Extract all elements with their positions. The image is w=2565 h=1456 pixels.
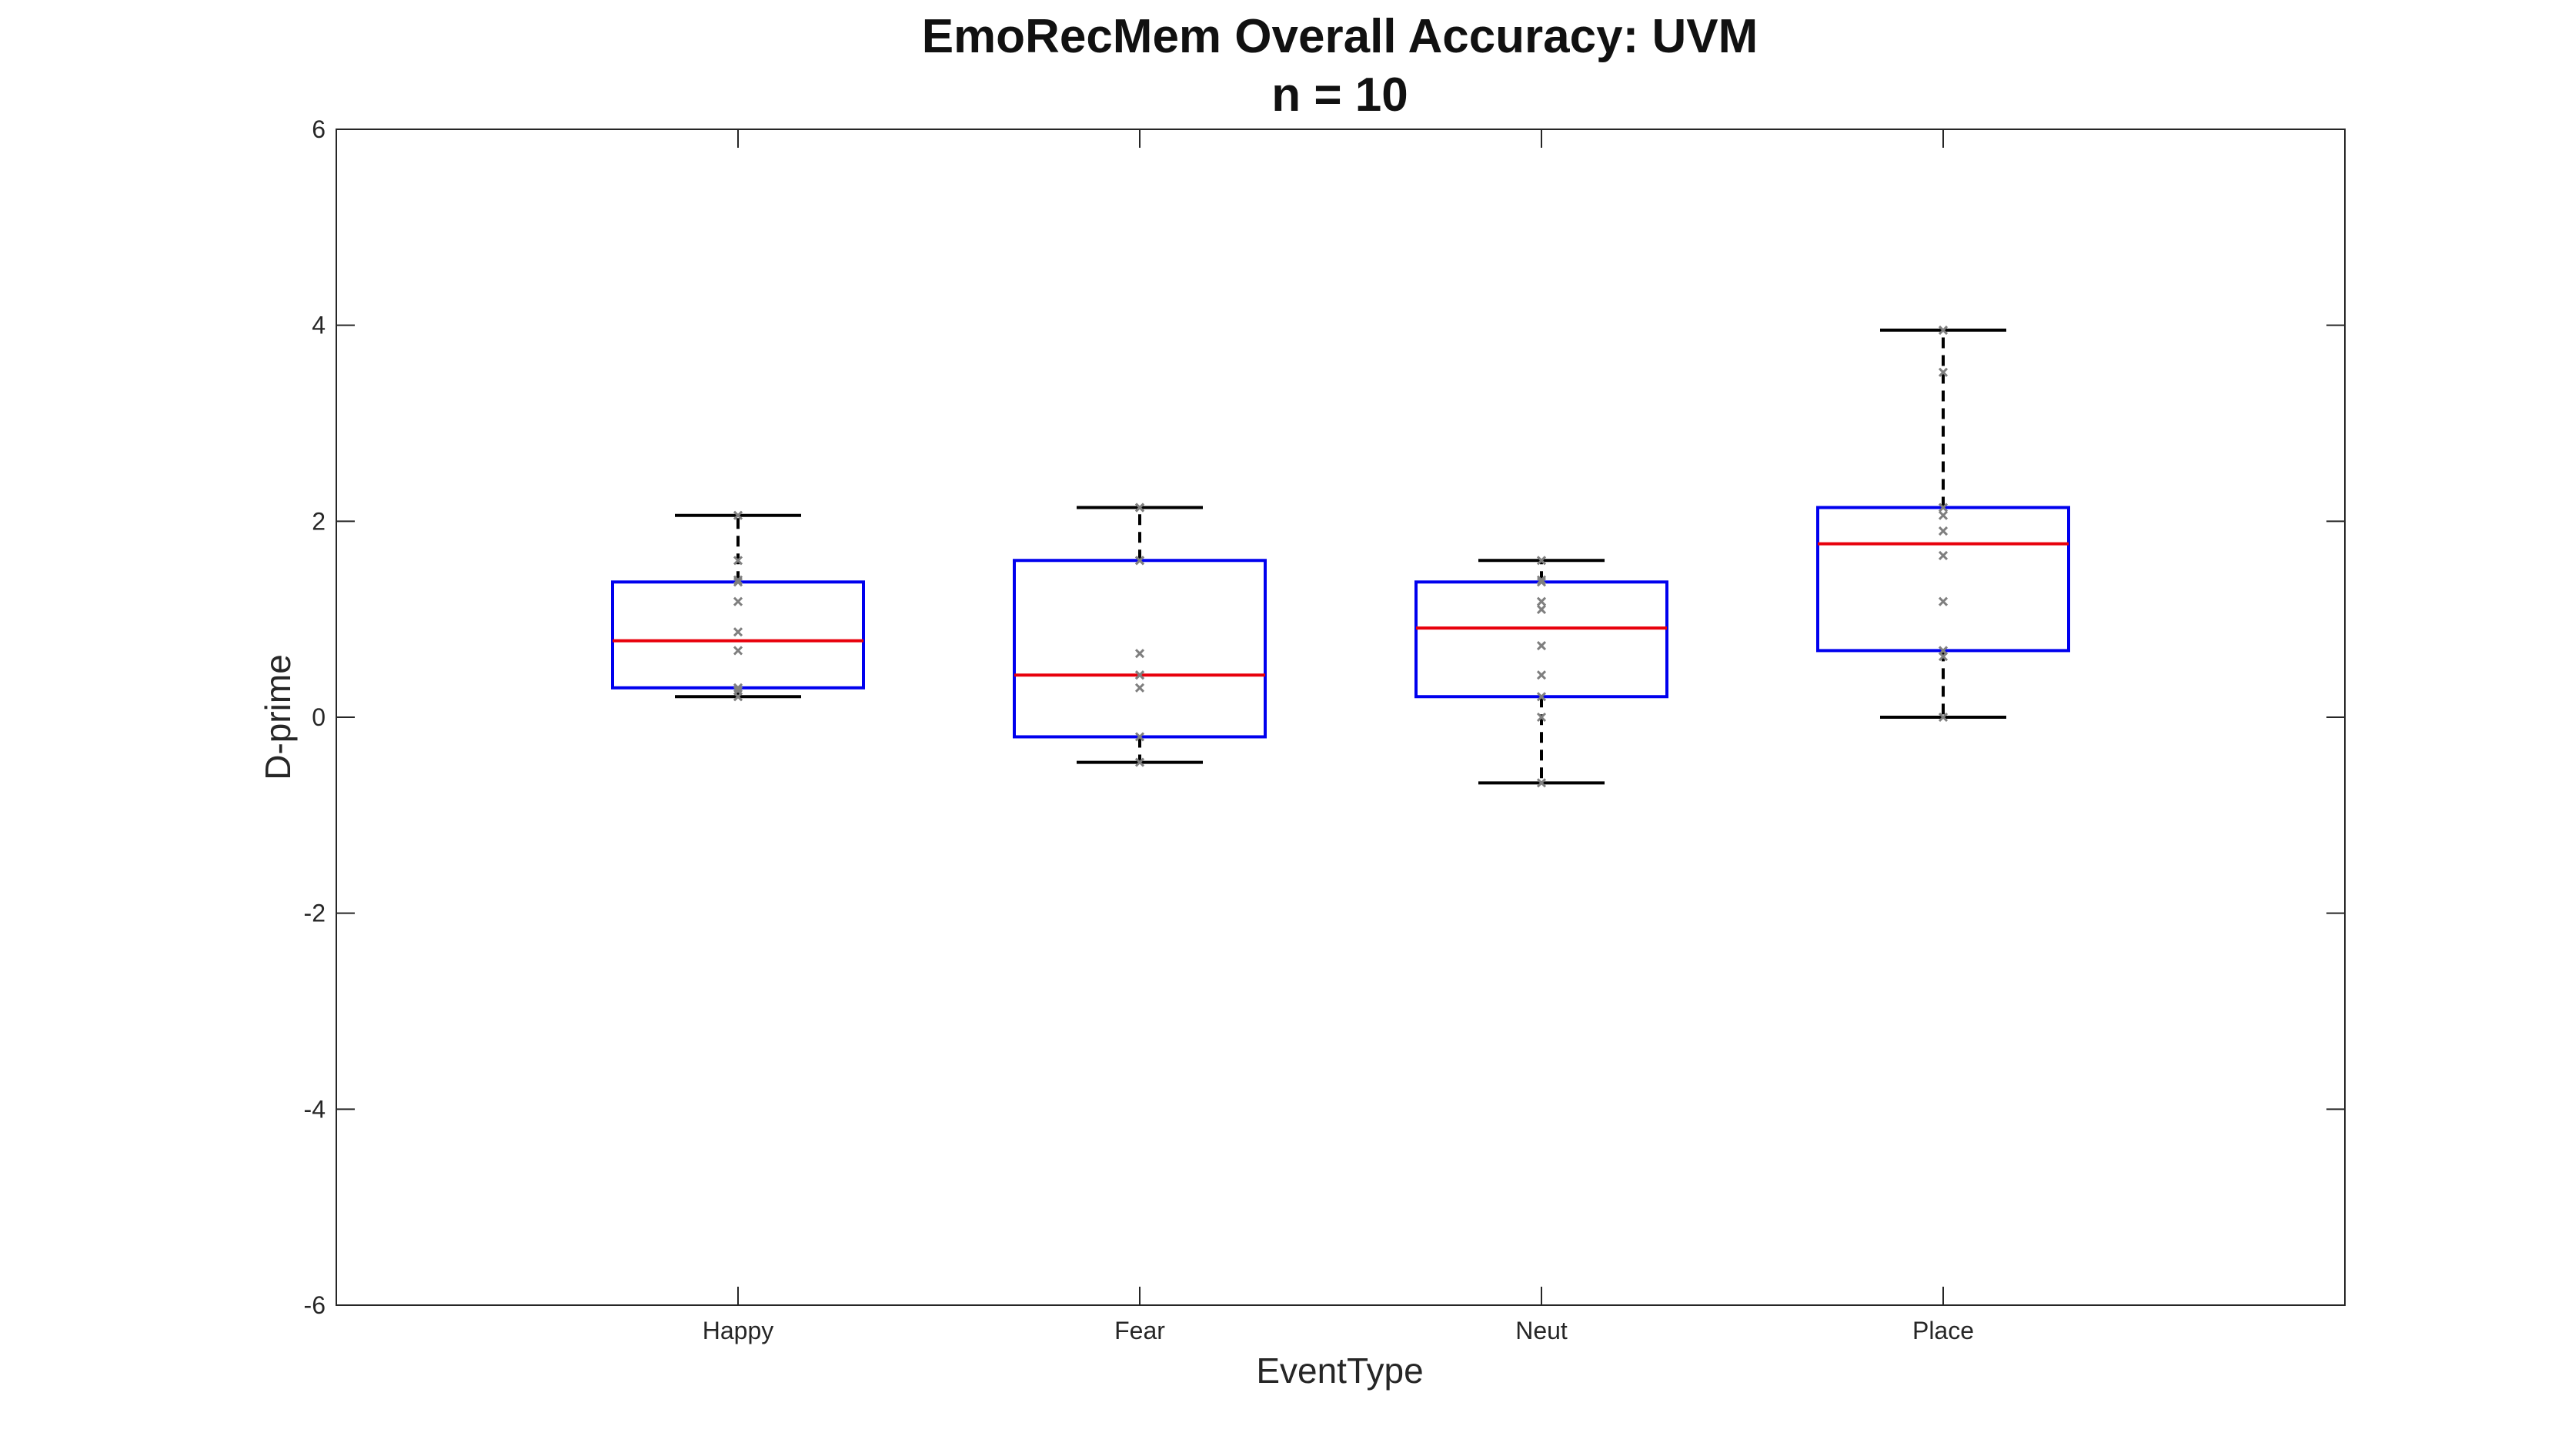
box-neut [1414,556,1668,788]
data-point [733,577,743,587]
y-tick-label: -4 [304,1095,326,1123]
data-point [1134,757,1145,767]
data-point [1134,649,1145,659]
data-point [1938,510,1949,520]
data-point [1938,526,1949,536]
x-tick-label: Fear [1114,1317,1165,1344]
data-point-stroke [1536,640,1547,651]
data-point [1938,596,1949,606]
y-axis: -6 -4 -2 0 2 4 6 [304,115,2345,1319]
data-point [733,683,743,693]
y-tick-label: 2 [312,507,326,535]
data-point [733,627,743,637]
data-point-stroke [1536,692,1547,702]
data-point [733,596,743,606]
data-point-stroke [1134,732,1145,742]
data-point-stroke [1938,646,1949,656]
data-point [1938,503,1949,513]
data-point-stroke [1938,550,1949,560]
data-point-stroke [733,575,743,585]
box-place [1816,325,2070,723]
data-point [1134,556,1145,566]
data-point [1536,712,1547,723]
data-point [1134,732,1145,742]
y-tick-label: -6 [304,1291,326,1319]
data-point-stroke [1134,683,1145,693]
data-point-stroke [1134,670,1145,680]
data-point-stroke [733,627,743,637]
data-point [1536,670,1547,680]
x-tick-label: Happy [703,1317,774,1344]
data-point-stroke [733,646,743,656]
data-point-stroke [1938,526,1949,536]
y-tick-label: 6 [312,115,326,143]
data-point-stroke [1938,367,1949,377]
chart-subtitle: n = 10 [1271,68,1408,122]
data-point-stroke [733,577,743,587]
data-point [733,556,743,566]
data-point-stroke [1938,510,1949,520]
data-point [1938,550,1949,560]
data-point [1938,712,1949,723]
data-point [1536,640,1547,651]
data-point [1938,325,1949,336]
data-point-stroke [1536,604,1547,614]
data-point-stroke [1134,556,1145,566]
data-point-stroke [1536,778,1547,788]
data-point [1536,577,1547,587]
data-point-stroke [1536,670,1547,680]
y-tick-label: 0 [312,703,326,731]
data-point [1536,778,1547,788]
data-point [1536,692,1547,702]
chart-title: EmoRecMem Overall Accuracy: UVM [922,10,1758,63]
data-point [1536,604,1547,614]
data-point-stroke [1536,577,1547,587]
box-happy [611,510,865,702]
x-axis: Happy Fear Neut Place [703,129,1974,1344]
x-tick-label: Neut [1515,1317,1568,1344]
data-point [1134,670,1145,680]
data-point [733,575,743,585]
data-point [733,646,743,656]
data-point [1134,683,1145,693]
data-point-stroke [733,556,743,566]
y-tick-label: -2 [304,900,326,927]
x-axis-label: EventType [1256,1351,1423,1391]
data-point [1536,556,1547,566]
y-tick-label: 4 [312,312,326,339]
data-point-stroke [1536,712,1547,723]
data-point-stroke [1938,712,1949,723]
data-point-stroke [1536,596,1547,606]
data-point [1536,596,1547,606]
data-point-stroke [1536,575,1547,585]
plot-area [336,129,2346,1306]
data-point [733,686,743,696]
y-axis-label: D-prime [258,654,298,780]
data-point-stroke [1938,503,1949,513]
data-point-stroke [1134,649,1145,659]
data-point-stroke [733,596,743,606]
data-point-stroke [1938,325,1949,336]
data-point [1134,503,1145,513]
data-point [1938,646,1949,656]
data-point [1536,575,1547,585]
data-point [733,510,743,520]
data-point-stroke [1134,503,1145,513]
data-point-stroke [733,683,743,693]
data-point-stroke [1938,596,1949,606]
data-point-stroke [1134,757,1145,767]
data-point-stroke [1536,556,1547,566]
data-point-stroke [733,686,743,696]
box-series [611,325,2070,788]
x-tick-label: Place [1912,1317,1974,1344]
box-fear [1013,503,1267,767]
data-point [1938,367,1949,377]
data-point-stroke [733,510,743,520]
